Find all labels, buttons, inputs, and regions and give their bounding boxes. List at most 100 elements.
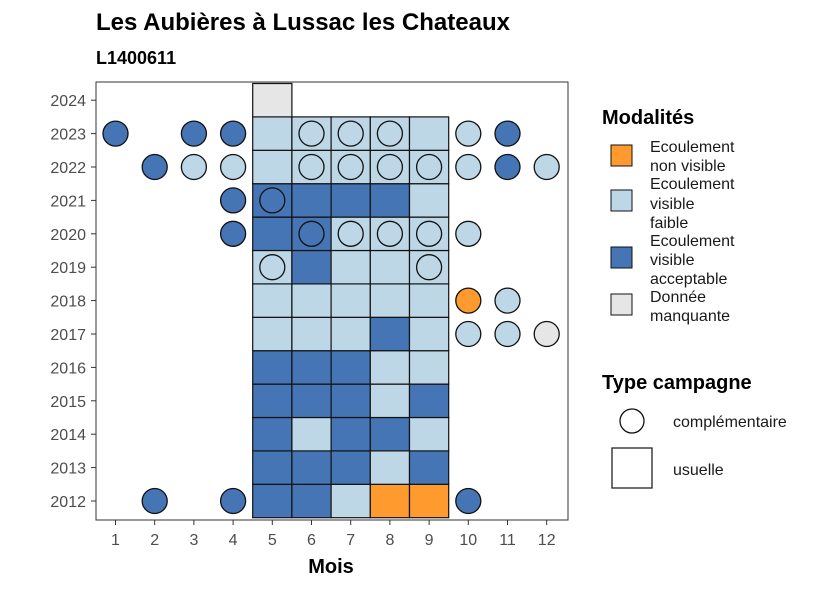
x-axis: 1 2 3 4 5 6 7 8 9 10 11 12 (111, 520, 556, 549)
point-2023-6 (298, 120, 325, 147)
cell-2017-5 (252, 316, 293, 352)
cell-2021-9 (408, 183, 450, 218)
point-2023-3 (180, 120, 208, 147)
point-2020-8 (376, 220, 404, 247)
cell-2020-5 (252, 216, 293, 252)
y-tick-label: 2016 (50, 360, 86, 377)
point-2023-10 (455, 120, 482, 147)
x-tick-label: 7 (346, 532, 355, 549)
cell-2021-6 (291, 183, 332, 218)
legend-modalites-title: Modalités (602, 107, 694, 129)
chart-subtitle: L1400611 (96, 48, 176, 68)
cell-2017-9 (408, 316, 450, 352)
cell-2018-5 (252, 283, 293, 318)
point-2022-7 (337, 153, 364, 181)
x-tick-label: 10 (459, 532, 477, 549)
legend-swatch-dm (610, 293, 633, 316)
cell-2013-7 (330, 450, 371, 485)
cell-2022-5 (252, 149, 293, 185)
y-tick-label: 2020 (50, 227, 86, 244)
cell-2015-8 (369, 383, 411, 419)
point-2023-11 (494, 120, 521, 147)
y-tick-label: 2019 (50, 260, 86, 277)
y-tick-label: 2013 (50, 461, 86, 478)
cell-2019-8 (369, 249, 411, 285)
point-2022-10 (455, 153, 482, 181)
point-2022-6 (298, 153, 325, 181)
point-2020-9 (415, 220, 443, 247)
cell-2023-5 (252, 116, 293, 151)
point-2023-7 (337, 120, 364, 147)
y-tick-label: 2021 (50, 193, 86, 210)
cell-2014-9 (408, 416, 450, 452)
chart-title: Les Aubières à Lussac les Chateaux (96, 9, 511, 36)
cell-2012-6 (291, 483, 332, 519)
point-2022-2 (141, 153, 168, 181)
cell-2021-8 (369, 183, 411, 218)
cell-2021-7 (330, 183, 371, 218)
legend-campaign: complémentaire usuelle (611, 408, 787, 489)
point-2022-4 (219, 153, 247, 181)
legend-label-nv: non visible (650, 158, 726, 175)
cell-2023-9 (408, 116, 450, 151)
cell-2019-6 (291, 249, 332, 285)
cell-2014-8 (369, 416, 411, 452)
point-2022-9 (415, 153, 443, 181)
point-2019-5 (259, 254, 286, 281)
legend-label-vf: faible (650, 215, 688, 232)
cell-2013-9 (408, 450, 450, 485)
cell-2024-5 (252, 82, 293, 118)
cell-2016-7 (330, 350, 371, 385)
legend-swatch-nv (610, 144, 633, 167)
cell-2017-6 (291, 316, 332, 352)
x-tick-label: 4 (229, 532, 238, 549)
cell-2018-6 (291, 283, 332, 318)
legend-circle-key (619, 408, 645, 434)
point-2012-10 (455, 487, 482, 515)
point-2023-4 (219, 120, 247, 147)
cell-2015-9 (408, 383, 450, 419)
y-tick-label: 2018 (50, 294, 86, 311)
legend-label-usuelle: usuelle (673, 462, 724, 479)
point-2012-4 (219, 487, 247, 515)
x-tick-label: 6 (307, 532, 316, 549)
legend-label-dm: manquante (650, 308, 730, 325)
point-2020-6 (298, 220, 325, 247)
cell-2015-7 (330, 383, 371, 419)
y-tick-label: 2015 (50, 394, 86, 411)
y-tick-label: 2023 (50, 127, 86, 144)
x-tick-label: 12 (538, 532, 556, 549)
y-tick-label: 2012 (50, 494, 86, 511)
point-2022-11 (494, 153, 521, 181)
legend-label-complementaire: complémentaire (673, 414, 787, 431)
cell-2016-9 (408, 350, 450, 385)
point-2018-11 (494, 287, 521, 314)
usual-campaign-cells (252, 82, 450, 519)
cell-2018-8 (369, 283, 411, 318)
cell-2012-5 (252, 483, 293, 519)
cell-2013-5 (252, 450, 293, 485)
y-axis: 2012 2013 2014 2015 2016 2017 2018 2019 2020 2021… (50, 93, 96, 511)
legend-swatch-va (610, 246, 633, 269)
point-2021-5 (259, 187, 286, 214)
point-2020-7 (337, 220, 364, 247)
legend-label-vf: visible (650, 196, 695, 213)
point-2012-2 (141, 487, 168, 515)
cell-2014-5 (252, 416, 293, 452)
cell-2018-7 (330, 283, 371, 318)
cell-2018-9 (408, 283, 450, 318)
y-tick-label: 2017 (50, 327, 86, 344)
x-tick-label: 1 (111, 532, 120, 549)
point-2017-12 (533, 320, 560, 348)
cell-2012-7 (330, 483, 371, 519)
point-2019-9 (415, 254, 443, 281)
cell-2016-8 (369, 350, 411, 385)
point-2021-4 (219, 187, 247, 214)
x-tick-label: 8 (385, 532, 394, 549)
cell-2017-7 (330, 316, 371, 352)
cell-2017-8 (369, 316, 411, 352)
point-2023-8 (376, 120, 404, 147)
legend-label-va: visible (650, 252, 695, 269)
cell-2016-6 (291, 350, 332, 385)
x-tick-label: 11 (499, 532, 516, 549)
